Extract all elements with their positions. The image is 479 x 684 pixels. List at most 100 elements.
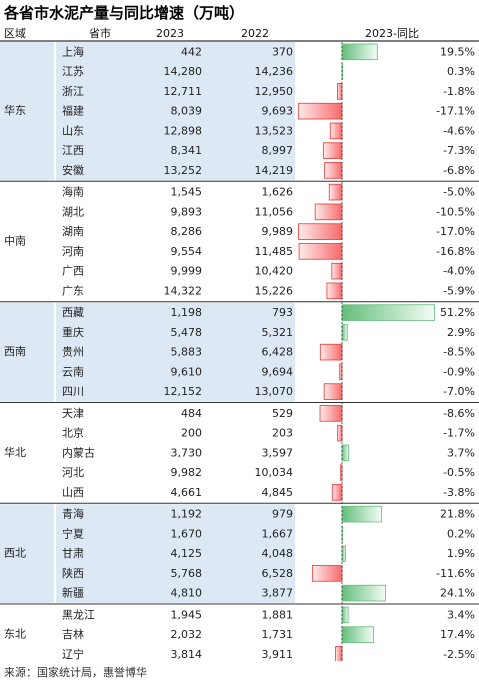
region-row-bg (56, 302, 295, 402)
yoy-bar-positive (341, 304, 435, 321)
yoy-bar-negative (328, 183, 343, 201)
value-2022: 1,626 (262, 186, 294, 199)
header-yoy: 2023-同比 (365, 27, 419, 40)
value-2023: 1,945 (171, 608, 203, 621)
value-2022: 1,881 (262, 608, 294, 621)
yoy-label: 24.1% (440, 587, 475, 600)
yoy-label: 19.5% (440, 45, 475, 58)
value-2022: 13,523 (255, 124, 294, 137)
value-2022: 4,048 (262, 547, 294, 560)
yoy-bar-negative (331, 484, 343, 501)
value-2022: 11,485 (255, 245, 294, 258)
yoy-label: -0.9% (443, 365, 475, 378)
yoy-label: -7.3% (443, 144, 475, 157)
yoy-label: -8.6% (443, 407, 475, 420)
province-label: 云南 (62, 365, 84, 378)
value-2022: 13,070 (255, 385, 294, 398)
region-row-bg (56, 504, 295, 603)
yoy-bar-negative (298, 223, 343, 240)
province-label: 海南 (62, 185, 84, 199)
value-2023: 12,152 (164, 385, 203, 398)
yoy-bar-positive (341, 584, 386, 602)
yoy-label: 0.3% (447, 65, 475, 78)
region-cell-bg (0, 42, 54, 181)
province-label: 河北 (62, 466, 84, 479)
value-2023: 8,341 (171, 144, 203, 157)
value-2022: 203 (272, 427, 293, 440)
header-province: 省市 (89, 26, 111, 40)
value-2022: 11,056 (255, 205, 294, 218)
value-2023: 4,661 (171, 486, 203, 499)
value-2023: 8,286 (171, 225, 203, 238)
value-2022: 12,950 (255, 85, 294, 98)
province-label: 山西 (62, 486, 84, 499)
yoy-label: -7.0% (443, 385, 475, 398)
yoy-label: -11.6% (436, 567, 475, 580)
yoy-bar-negative (311, 565, 343, 582)
province-label: 福建 (62, 104, 84, 118)
yoy-label: -10.5% (436, 205, 475, 218)
value-2022: 15,226 (255, 284, 294, 297)
yoy-bar-negative (335, 646, 343, 661)
region-cell-bg (0, 504, 54, 603)
province-label: 重庆 (62, 325, 84, 339)
province-label: 四川 (62, 385, 84, 398)
value-2022: 1,731 (262, 628, 294, 641)
province-label: 吉林 (62, 627, 84, 641)
chart-title: 各省市水泥产量与同比增速（万吨） (4, 4, 245, 22)
province-label: 河南 (62, 245, 84, 258)
province-label: 甘肃 (62, 547, 84, 560)
value-2023: 9,999 (171, 265, 203, 278)
yoy-label: -1.7% (443, 427, 475, 440)
value-2023: 200 (181, 427, 202, 440)
yoy-bar-negative (331, 262, 343, 280)
province-label: 广西 (62, 265, 84, 278)
value-2022: 6,428 (262, 346, 294, 359)
yoy-label: -3.8% (443, 486, 475, 499)
yoy-bar-positive (341, 43, 378, 61)
yoy-bar-positive (341, 505, 382, 523)
yoy-bar-negative (326, 282, 343, 300)
region-label: 华东 (4, 103, 26, 117)
yoy-bar-negative (336, 83, 343, 100)
province-label: 湖南 (62, 225, 84, 238)
region-cell-bg (0, 302, 54, 402)
header-2022: 2022 (241, 27, 269, 40)
province-label: 上海 (62, 44, 84, 58)
yoy-bar-negative (323, 383, 343, 400)
yoy-bar-negative (319, 343, 343, 361)
value-2023: 9,554 (171, 245, 203, 258)
value-2023: 442 (181, 45, 202, 58)
yoy-bar-positive (341, 626, 374, 643)
value-2023: 2,032 (171, 628, 203, 641)
province-label: 青海 (62, 507, 84, 521)
source-note: 来源：国家统计局，惠誉博华 (4, 666, 147, 679)
header-region: 区域 (4, 27, 26, 40)
value-2022: 10,420 (255, 265, 294, 278)
value-2022: 14,219 (255, 164, 294, 177)
province-label: 黑龙江 (62, 608, 95, 621)
value-2022: 1,667 (262, 527, 294, 540)
region-label: 中南 (4, 235, 26, 248)
province-label: 山东 (62, 124, 84, 137)
yoy-bar-positive (341, 444, 350, 462)
value-2023: 1,545 (171, 186, 203, 199)
yoy-label: -6.8% (443, 164, 475, 177)
value-2022: 6,528 (262, 567, 294, 580)
yoy-label: 21.8% (440, 508, 475, 521)
value-2022: 9,693 (262, 105, 294, 118)
value-2023: 3,730 (171, 446, 203, 459)
province-label: 江苏 (62, 65, 84, 78)
value-2023: 8,039 (171, 105, 203, 118)
yoy-label: 17.4% (440, 628, 475, 641)
value-2023: 3,814 (171, 648, 203, 661)
yoy-label: -2.5% (443, 648, 475, 661)
value-2022: 529 (272, 407, 293, 420)
value-2023: 484 (181, 407, 202, 420)
province-label: 江西 (62, 144, 84, 157)
yoy-label: -8.5% (443, 346, 475, 359)
yoy-bar-negative (319, 405, 343, 422)
yoy-bar-negative (337, 424, 343, 442)
province-label: 湖北 (62, 205, 84, 218)
province-label: 陕西 (62, 566, 84, 580)
